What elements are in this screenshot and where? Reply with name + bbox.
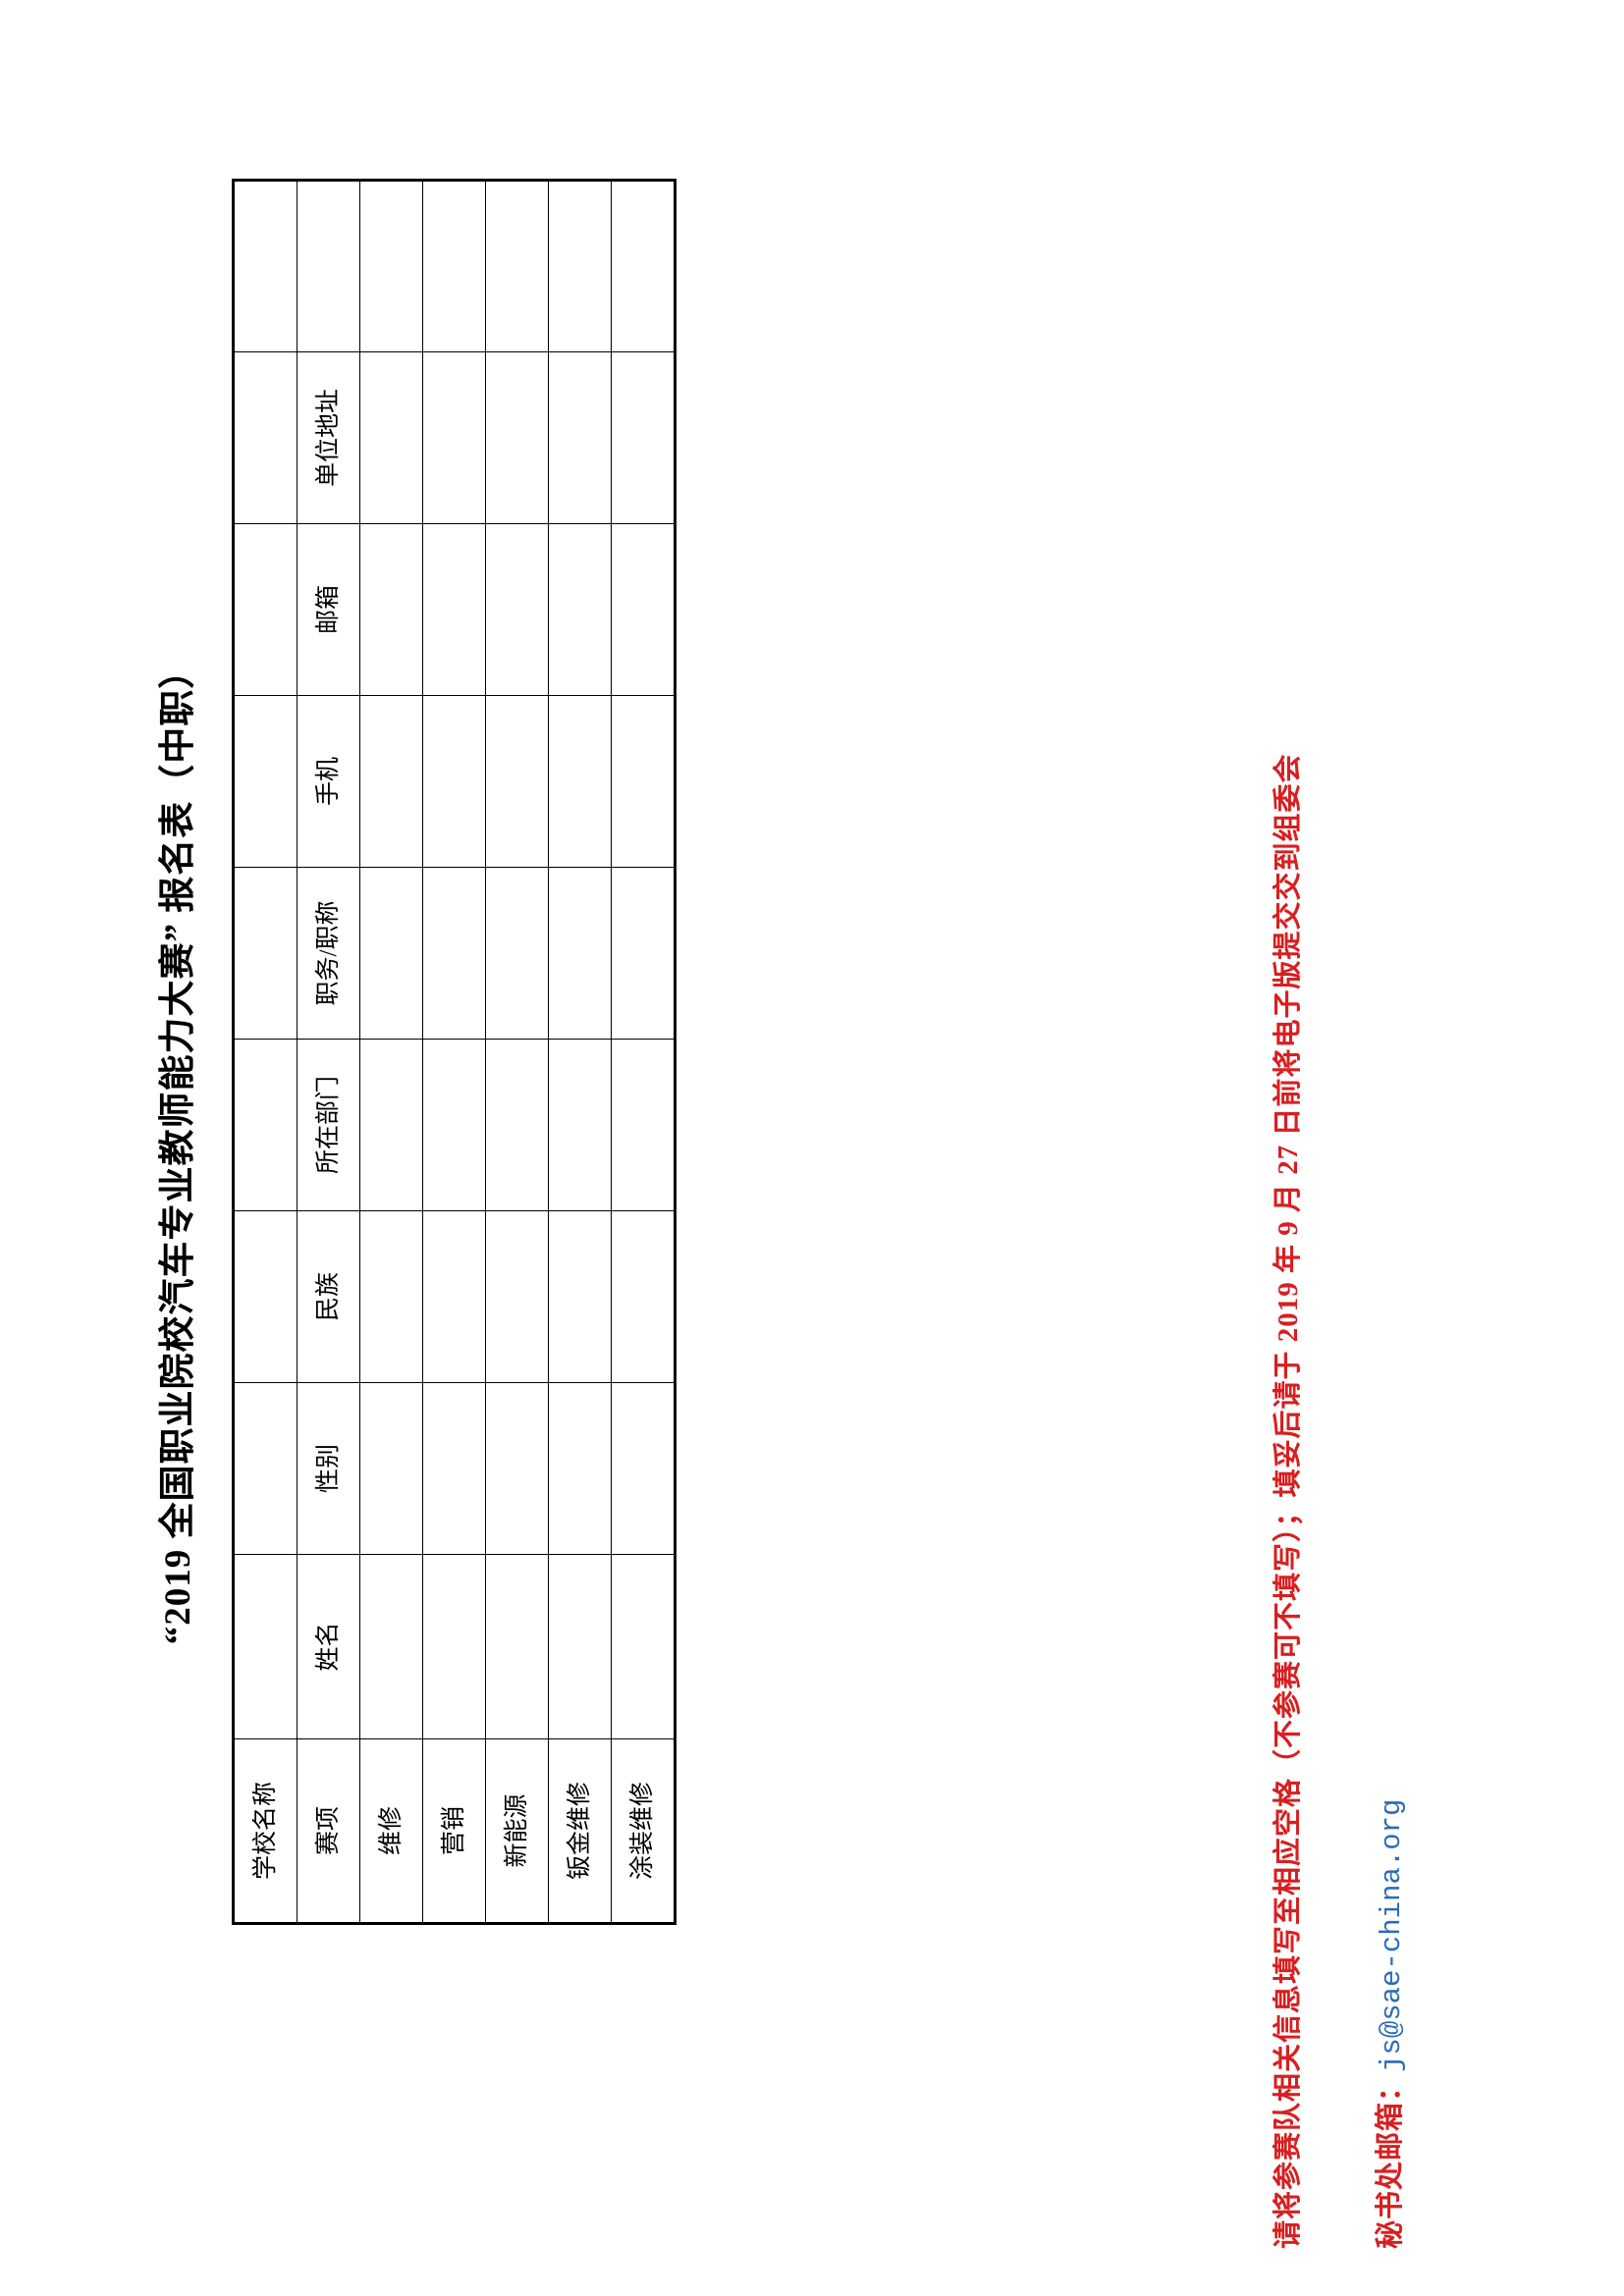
table-input-cell[interactable]	[233, 1210, 298, 1383]
table-input-cell[interactable]	[611, 180, 676, 352]
table-input-cell[interactable]	[485, 180, 549, 352]
table-input-cell[interactable]	[359, 523, 423, 696]
table-input-cell[interactable]	[233, 695, 298, 868]
table-input-cell[interactable]	[233, 351, 298, 524]
table-header-cell: 邮箱	[297, 523, 360, 696]
table-input-cell[interactable]	[548, 351, 612, 524]
table-input-cell[interactable]	[485, 867, 549, 1040]
table-row: 新能源	[485, 180, 549, 1924]
table-input-cell[interactable]	[233, 1382, 298, 1555]
table-header-cell: 手机	[297, 695, 360, 868]
table-input-cell[interactable]	[611, 351, 676, 524]
table-input-cell[interactable]	[548, 1039, 612, 1211]
table-header-cell: 维修	[359, 1738, 423, 1924]
table-header-cell: 单位地址	[297, 351, 360, 524]
secretariat-email-link[interactable]: js@sae-china.org	[1376, 1798, 1408, 2072]
table-row: 赛项 姓名 性别 民族 所在部门 职务/职称 手机 邮箱 单位地址	[297, 180, 360, 1924]
table-input-cell[interactable]	[359, 1210, 423, 1383]
table-input-cell[interactable]	[422, 180, 486, 352]
table-input-cell[interactable]	[548, 695, 612, 868]
table-header-cell: 姓名	[297, 1554, 360, 1739]
registration-table: 学校名称 赛项 姓名 性别 民族 所在部门 职务/职称 手机 邮箱 单位地址 维修 营销 新能源 钣金维修…	[232, 179, 677, 1925]
table-input-cell[interactable]	[422, 1210, 486, 1383]
table-input-cell[interactable]	[611, 1554, 676, 1739]
table-input-cell[interactable]	[611, 867, 676, 1040]
table-row: 学校名称	[233, 180, 298, 1924]
secretariat-note: 秘书处邮箱：js@sae-china.org	[1367, 1799, 1408, 2249]
table-input-cell[interactable]	[548, 1554, 612, 1739]
table-header-cell: 钣金维修	[548, 1738, 612, 1924]
table-input-cell[interactable]	[611, 1039, 676, 1211]
table-input-cell[interactable]	[548, 1210, 612, 1383]
table-input-cell[interactable]	[611, 1382, 676, 1555]
table-input-cell[interactable]	[422, 523, 486, 696]
table-row: 营销	[422, 180, 486, 1924]
table-header-cell: 所在部门	[297, 1039, 360, 1211]
table-header-cell: 性别	[297, 1382, 360, 1555]
table-input-cell[interactable]	[485, 1382, 549, 1555]
table-input-cell[interactable]	[422, 1039, 486, 1211]
table-input-cell[interactable]	[233, 1039, 298, 1211]
table-input-cell[interactable]	[233, 1554, 298, 1739]
table-input-cell[interactable]	[548, 867, 612, 1040]
instruction-note: 请将参赛队相关信息填写至相应空格（不参赛可不填写）；填妥后请于 2019 年 9…	[1272, 753, 1304, 2249]
table-input-cell[interactable]	[548, 180, 612, 352]
table-input-cell[interactable]	[359, 351, 423, 524]
table-header-cell: 新能源	[485, 1738, 549, 1924]
table-input-cell[interactable]	[611, 1210, 676, 1383]
table-header-cell: 民族	[297, 1210, 360, 1383]
table-header-cell: 职务/职称	[297, 867, 360, 1040]
table-header-cell: 营销	[422, 1738, 486, 1924]
table-input-cell[interactable]	[485, 351, 549, 524]
table-input-cell[interactable]	[485, 1210, 549, 1383]
table-header-cell: 赛项	[297, 1738, 360, 1924]
table-header-cell: 涂装维修	[611, 1738, 676, 1924]
table-input-cell[interactable]	[485, 695, 549, 868]
table-input-cell[interactable]	[359, 180, 423, 352]
table-row: 维修	[359, 180, 423, 1924]
table-input-cell[interactable]	[359, 695, 423, 868]
table-input-cell[interactable]	[359, 867, 423, 1040]
table-row: 钣金维修	[548, 180, 612, 1924]
table-row: 涂装维修	[611, 180, 676, 1924]
secretariat-label: 秘书处邮箱：	[1375, 2071, 1406, 2249]
table-input-cell[interactable]	[359, 1039, 423, 1211]
page-title: “2019 全国职业院校汽车专业教师能力大赛” 报名表（中职）	[158, 651, 198, 1645]
table-input-cell[interactable]	[359, 1382, 423, 1555]
table-input-cell[interactable]	[485, 1554, 549, 1739]
table-input-cell[interactable]	[422, 1382, 486, 1555]
table-input-cell[interactable]	[611, 695, 676, 868]
table-input-cell[interactable]	[233, 180, 298, 352]
table-header-cell: 学校名称	[233, 1738, 298, 1924]
table-input-cell[interactable]	[422, 695, 486, 868]
table-input-cell[interactable]	[485, 1039, 549, 1211]
table-input-cell[interactable]	[297, 180, 360, 352]
table-input-cell[interactable]	[485, 523, 549, 696]
table-input-cell[interactable]	[233, 867, 298, 1040]
table-input-cell[interactable]	[422, 1554, 486, 1739]
table-input-cell[interactable]	[548, 1382, 612, 1555]
table-input-cell[interactable]	[359, 1554, 423, 1739]
table-input-cell[interactable]	[422, 867, 486, 1040]
table-input-cell[interactable]	[548, 523, 612, 696]
table-input-cell[interactable]	[611, 523, 676, 696]
table-input-cell[interactable]	[233, 523, 298, 696]
table-input-cell[interactable]	[422, 351, 486, 524]
